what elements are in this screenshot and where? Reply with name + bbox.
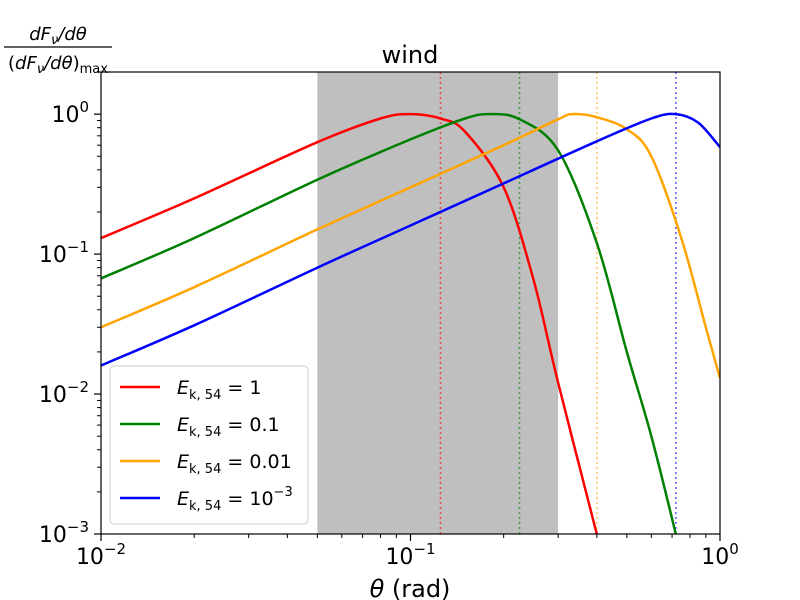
svg-text:(dFν/dθ)max: (dFν/dθ)max bbox=[8, 53, 108, 77]
series-line-3 bbox=[101, 112, 720, 379]
shaded-region bbox=[317, 72, 559, 534]
legend-box bbox=[109, 365, 309, 525]
x-tick-label: 100 bbox=[701, 540, 739, 570]
x-axis-label: θ (rad) bbox=[370, 575, 451, 600]
svg-text:dFν/dθ: dFν/dθ bbox=[29, 24, 87, 48]
x-tick-label: 10−1 bbox=[385, 540, 435, 570]
series-lines bbox=[101, 112, 720, 534]
y-axis-ticks: 10−3 10−2 10−1 100 bbox=[39, 71, 101, 548]
legend-label-4: Ek, 54 = 10−3 bbox=[177, 485, 293, 514]
x-axis-ticks: 10−2 10−1 100 bbox=[76, 534, 739, 570]
legend-label-2: Ek, 54 = 0.1 bbox=[177, 414, 280, 440]
legend: Ek, 54 = 1 Ek, 54 = 0.1 Ek, 54 = 0.01 Ek, 5… bbox=[109, 365, 309, 525]
y-axis-label: dFν/dθ (dFν/dθ)max bbox=[4, 24, 112, 77]
x-tick-label: 10−2 bbox=[76, 540, 126, 570]
series-line-4 bbox=[101, 112, 720, 367]
y-tick-label: 10−1 bbox=[39, 238, 89, 268]
chart-title: wind bbox=[382, 41, 439, 69]
y-tick-label: 10−3 bbox=[39, 518, 89, 548]
y-tick-label: 100 bbox=[51, 98, 89, 128]
legend-label-3: Ek, 54 = 0.01 bbox=[177, 451, 292, 477]
y-tick-label: 10−2 bbox=[39, 378, 89, 408]
series-line-1 bbox=[101, 112, 599, 534]
peak-marker-lines bbox=[439, 72, 677, 534]
series-line-2 bbox=[101, 112, 678, 534]
legend-label-1: Ek, 54 = 1 bbox=[177, 377, 261, 403]
